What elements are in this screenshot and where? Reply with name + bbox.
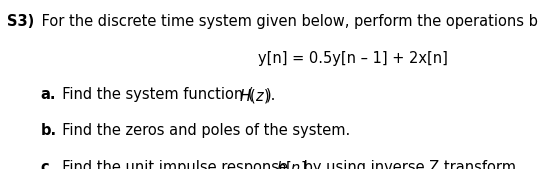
Text: Find the system function (: Find the system function ( <box>53 87 253 102</box>
Text: S3): S3) <box>7 14 34 29</box>
Text: by using inverse Z transform.: by using inverse Z transform. <box>299 160 520 169</box>
Text: Find the unit impulse response: Find the unit impulse response <box>53 160 292 169</box>
Text: ).: ). <box>266 87 277 102</box>
Text: y[n] = 0.5y[n – 1] + 2x[n]: y[n] = 0.5y[n – 1] + 2x[n] <box>258 51 448 66</box>
Text: $h[n]$: $h[n]$ <box>276 160 307 169</box>
Text: $\bf{\it{H}}$$\bf{\it{(z)}}$: $\bf{\it{H}}$$\bf{\it{(z)}}$ <box>239 87 270 105</box>
Text: Find the zeros and poles of the system.: Find the zeros and poles of the system. <box>53 123 350 138</box>
Text: a.: a. <box>40 87 56 102</box>
Text: For the discrete time system given below, perform the operations below:: For the discrete time system given below… <box>37 14 538 29</box>
Text: c.: c. <box>40 160 54 169</box>
Text: b.: b. <box>40 123 56 138</box>
